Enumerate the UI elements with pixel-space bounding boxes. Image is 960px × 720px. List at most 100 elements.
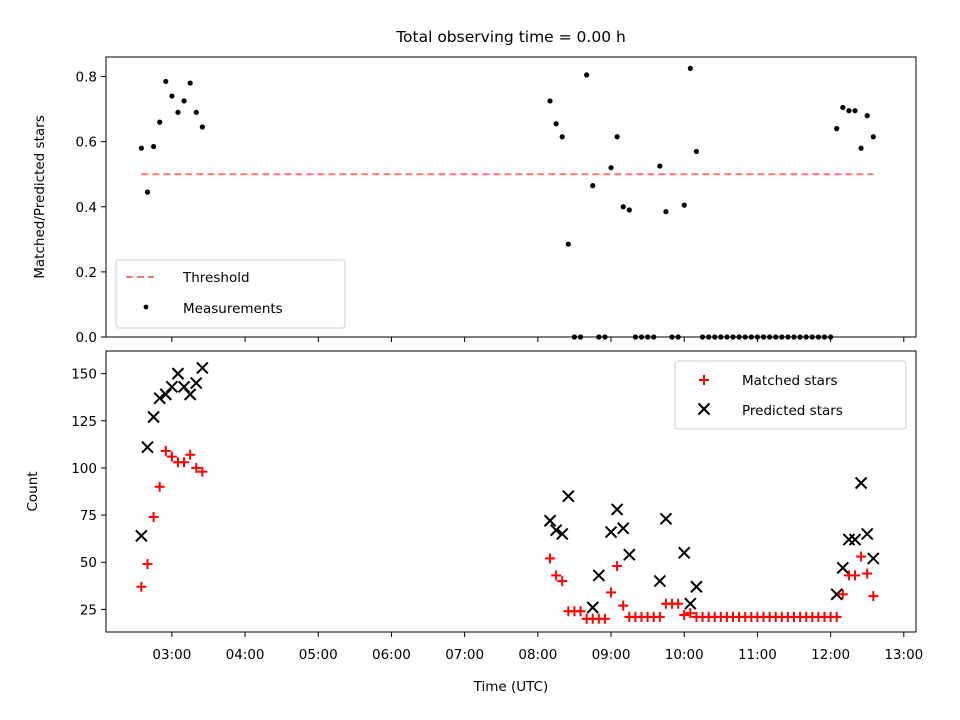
y-tick-label: 0.8 <box>76 70 97 86</box>
y-tick-label: 125 <box>71 414 97 430</box>
measurement-point <box>608 165 614 171</box>
predicted-star-point <box>556 527 569 541</box>
measurement-point <box>846 108 852 114</box>
x-stroke-b <box>604 525 618 539</box>
x-stroke-b <box>690 580 703 593</box>
matched-star-point <box>679 610 690 621</box>
x-tick-label: 08:00 <box>518 647 557 663</box>
top-legend: Threshold Measurements <box>115 259 346 329</box>
measurement-point <box>852 108 858 114</box>
measurement-point <box>626 207 632 213</box>
matched-star-point <box>606 587 617 598</box>
legend-measurements-swatch <box>143 304 149 310</box>
x-stroke-b <box>183 388 197 401</box>
predicted-star-point <box>165 380 179 394</box>
x-stroke-b <box>697 402 711 416</box>
top-y-axis-label: Matched/Predicted stars <box>32 115 48 278</box>
measurement-point <box>687 65 693 71</box>
y-tick-label: 0.0 <box>76 330 97 346</box>
legend-measurements-label: Measurements <box>183 301 283 317</box>
legend-matched-label: Matched stars <box>742 373 838 389</box>
y-tick-label: 25 <box>80 602 97 618</box>
matched-star-point <box>685 608 696 619</box>
x-stroke-b <box>659 512 673 526</box>
matched-star-point <box>166 451 177 462</box>
x-stroke-b <box>860 527 874 541</box>
y-tick-label: 0.6 <box>76 135 97 151</box>
measurement-point <box>187 80 193 86</box>
predicted-star-point <box>678 546 691 559</box>
x-axis-label: Time (UTC) <box>473 679 549 695</box>
matched-star-point <box>575 606 586 617</box>
measurement-point <box>590 183 596 189</box>
matched-star-point <box>868 591 879 602</box>
measurement-point <box>840 104 846 111</box>
x-stroke-b <box>171 367 185 380</box>
matched-star-point <box>148 511 159 522</box>
x-tick-label: 04:00 <box>226 647 265 663</box>
measurement-point <box>199 124 205 130</box>
y-tick-label: 100 <box>71 461 97 477</box>
predicted-star-point <box>586 601 599 614</box>
x-stroke-b <box>610 503 624 516</box>
matched-star-point <box>837 589 848 600</box>
x-stroke-b <box>836 561 850 575</box>
legend-threshold-label: Threshold <box>182 270 250 286</box>
legend-x-marker <box>697 402 711 416</box>
matched-star-point <box>191 462 202 473</box>
legend-predicted-label: Predicted stars <box>742 403 843 419</box>
x-stroke-b <box>684 597 697 610</box>
measurement-point <box>553 121 559 127</box>
x-stroke-b <box>867 552 880 565</box>
matched-star-point <box>185 449 196 460</box>
x-tick-label: 07:00 <box>445 647 484 663</box>
x-stroke-b <box>854 476 868 490</box>
matched-star-point <box>154 481 165 492</box>
predicted-star-point <box>836 561 850 575</box>
bottom-y-ticks: 25 50 75 100 125 150 <box>71 367 106 618</box>
predicted-star-point <box>190 376 203 390</box>
matched-star-point <box>545 553 556 564</box>
predicted-star-point <box>183 388 197 401</box>
x-stroke-b <box>586 601 599 614</box>
legend-predicted-swatch <box>697 402 711 416</box>
measurement-point <box>858 145 864 151</box>
predicted-star-point <box>617 522 630 535</box>
measurement-point <box>144 189 151 195</box>
predicted-star-point <box>848 533 862 546</box>
bottom-axes-frame <box>105 350 917 633</box>
x-stroke-b <box>196 361 209 375</box>
predicted-star-point <box>592 569 606 582</box>
matched-star-point <box>599 613 610 624</box>
matched-star-point <box>862 568 873 579</box>
x-tick-label: 11:00 <box>738 647 777 663</box>
x-stroke-b <box>141 440 154 454</box>
matched-star-point <box>856 551 867 562</box>
x-stroke-b <box>848 533 862 546</box>
legend-matched-swatch <box>699 375 709 385</box>
predicted-star-point <box>604 525 618 539</box>
matched-star-point <box>551 570 562 581</box>
matched-star-point <box>654 611 665 622</box>
matched-star-point <box>136 581 147 592</box>
measurement-point <box>559 134 565 140</box>
matched-star-point <box>142 559 153 570</box>
predicted-star-point <box>177 380 191 394</box>
y-tick-label: 0.2 <box>76 265 97 281</box>
matched-star-point <box>160 445 171 456</box>
measurement-point <box>193 109 199 115</box>
predicted-star-point <box>830 588 843 601</box>
matched-star-point <box>197 466 208 477</box>
x-tick-label: 13:00 <box>884 647 923 663</box>
x-stroke-b <box>549 523 563 537</box>
y-tick-label: 0.4 <box>76 200 97 216</box>
measurement-point <box>870 134 876 140</box>
predicted-star-point <box>141 440 154 454</box>
x-stroke-b <box>623 548 636 561</box>
predicted-star-point <box>147 410 160 424</box>
predicted-star-point <box>659 512 673 526</box>
predicted-star-point <box>171 367 185 380</box>
predicted-star-point <box>549 523 563 537</box>
